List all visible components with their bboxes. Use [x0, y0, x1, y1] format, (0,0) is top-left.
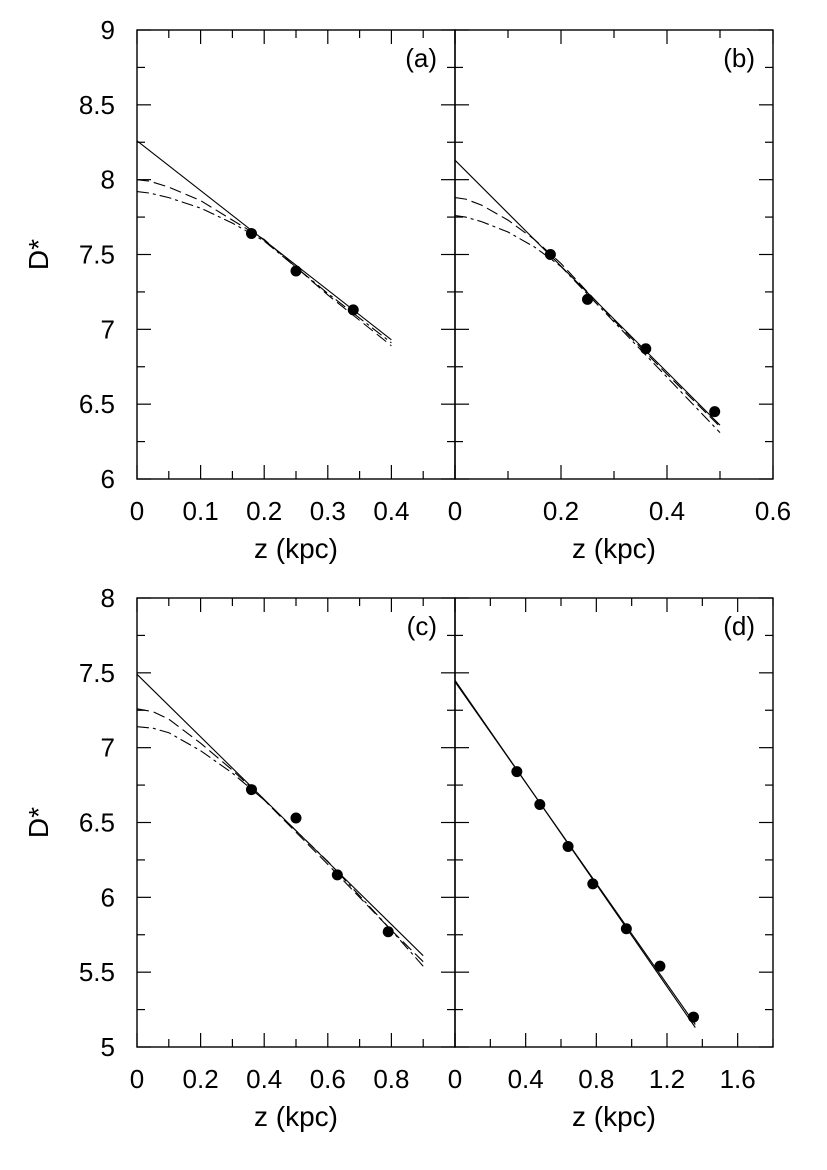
- x-axis-title: z (kpc): [254, 533, 338, 564]
- data-point: [544, 249, 556, 260]
- panel-label: (c): [407, 611, 437, 641]
- data-point: [347, 304, 359, 316]
- x-tick-label: 0.4: [246, 1064, 282, 1094]
- y-axis-title: D*: [23, 807, 54, 838]
- data-point: [290, 265, 302, 277]
- series-line-dashed: [454, 197, 721, 427]
- panel-d: 0 0.4 0.8 1.2 1.6 z (kpc) (d): [448, 597, 774, 1132]
- x-tick-label: 0.2: [183, 1064, 219, 1094]
- x-tick-label: 0.6: [310, 1064, 346, 1094]
- plot-frame: [454, 29, 774, 480]
- data-point: [620, 923, 632, 935]
- y-tick-label: 6: [101, 464, 115, 494]
- x-tick-label: 0.2: [246, 496, 282, 526]
- x-tick-label: 0.6: [755, 496, 791, 526]
- y-tick-label: 6: [101, 882, 115, 912]
- panel-label: (d): [723, 611, 755, 641]
- x-tick-label: 0.4: [373, 496, 409, 526]
- series-line-dash-dot: [136, 726, 424, 967]
- y-tick-label: 5.5: [79, 957, 115, 987]
- x-tick-label: 1.6: [720, 1064, 756, 1094]
- x-tick-label: 0.1: [183, 496, 219, 526]
- data-point: [290, 812, 302, 824]
- data-point: [562, 840, 574, 852]
- y-tick-label: 9: [101, 15, 115, 45]
- x-tick-label: 0.8: [578, 1064, 614, 1094]
- data-point: [245, 784, 257, 796]
- series-line-dashed: [136, 179, 392, 347]
- series-line-solid: [454, 681, 696, 1025]
- x-tick-label: 1.2: [649, 1064, 685, 1094]
- data-point: [709, 406, 721, 418]
- data-point: [582, 293, 593, 305]
- x-tick-label: 0: [448, 496, 462, 526]
- data-point: [640, 343, 652, 355]
- x-tick-label: 0.4: [508, 1064, 544, 1094]
- y-tick-label: 5: [101, 1032, 115, 1062]
- data-point: [331, 869, 343, 881]
- series-line-dash-dot: [454, 215, 721, 433]
- x-axis-title: z (kpc): [254, 1101, 338, 1132]
- panel-label: (a): [405, 43, 437, 73]
- y-tick-label: 8.5: [79, 90, 115, 120]
- series-line-dash-dot: [136, 191, 392, 344]
- y-tick-label: 6.5: [79, 808, 115, 838]
- data-point: [245, 228, 257, 240]
- x-tick-label: 0: [448, 1064, 462, 1094]
- series-line-dashed: [136, 708, 424, 963]
- panel-a: 0 0.1 0.2 0.3 0.4 6 6.5 7 7.5 8 8.5 9 z (kpc) D* (a): [23, 15, 456, 564]
- plot-frame: [136, 29, 456, 480]
- x-tick-label: 0: [130, 1064, 144, 1094]
- y-tick-label: 7: [101, 733, 115, 763]
- y-tick-label: 8: [101, 583, 115, 613]
- y-axis-title: D*: [23, 239, 54, 270]
- y-tick-label: 7.5: [79, 658, 115, 688]
- y-tick-label: 7: [101, 314, 115, 344]
- panel-label: (b): [723, 43, 755, 73]
- y-tick-label: 7.5: [79, 240, 115, 270]
- x-tick-label: 0.2: [543, 496, 579, 526]
- data-point: [534, 799, 546, 811]
- y-tick-label: 6.5: [79, 389, 115, 419]
- data-point: [654, 960, 666, 972]
- data-point: [382, 926, 394, 938]
- data-point: [587, 878, 599, 890]
- x-tick-label: 0: [130, 496, 144, 526]
- data-point: [688, 1011, 699, 1023]
- x-tick-label: 0.4: [649, 496, 685, 526]
- plot-frame: [454, 597, 774, 1048]
- series-line-solid: [454, 159, 721, 426]
- x-tick-label: 0.3: [310, 496, 346, 526]
- data-point: [511, 766, 523, 778]
- x-tick-label: 0.8: [373, 1064, 409, 1094]
- x-axis-title: z (kpc): [572, 1101, 656, 1132]
- panel-c: 0 0.2 0.4 0.6 0.8 5 5.5 6 6.5 7 7.5 8 z (kpc) D* (c): [23, 583, 456, 1132]
- x-axis-title: z (kpc): [572, 533, 656, 564]
- y-tick-label: 8: [101, 165, 115, 195]
- panel-b: 0 0.2 0.4 0.6 z (kpc) (b): [448, 29, 791, 564]
